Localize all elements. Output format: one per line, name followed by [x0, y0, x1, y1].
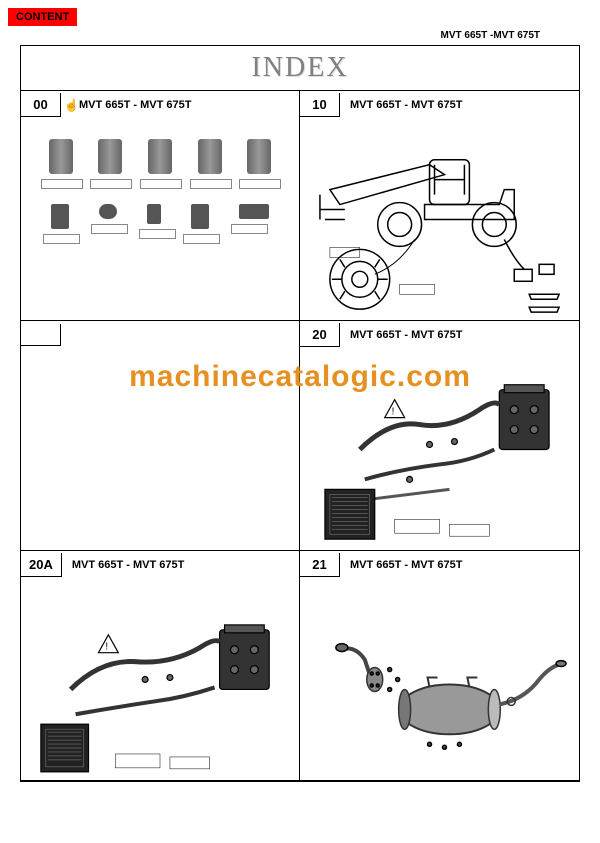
cell-header: 20A MVT 665T - MVT 675T [21, 551, 299, 579]
index-cell-21[interactable]: 21 MVT 665T - MVT 675T [300, 551, 579, 781]
cell-header: 00 ☝ MVT 665T - MVT 675T [21, 91, 299, 119]
cursor-icon: ☝ [64, 98, 79, 112]
cooling-diagram-a: ! [21, 579, 299, 780]
index-cell-empty [21, 321, 300, 551]
small-part [51, 204, 69, 229]
small-part [99, 204, 117, 219]
page-container: INDEX 00 ☝ MVT 665T - MVT 675T [20, 45, 580, 782]
section-number [21, 324, 61, 346]
cell-title: MVT 665T - MVT 675T [340, 329, 462, 341]
small-part [191, 204, 209, 229]
cell-header [21, 321, 299, 349]
index-grid: 00 ☝ MVT 665T - MVT 675T [21, 91, 579, 781]
cell-title: MVT 665T - MVT 675T [79, 99, 191, 111]
empty-diagram [21, 349, 299, 550]
index-cell-10[interactable]: 10 MVT 665T - MVT 675T [300, 91, 579, 321]
exhaust-diagram [300, 579, 579, 780]
section-number: 20 [300, 323, 340, 347]
filter-part [198, 139, 222, 174]
cell-title: MVT 665T - MVT 675T [340, 99, 462, 111]
cooling-diagram: ! [300, 349, 579, 550]
svg-text:!: ! [392, 407, 395, 418]
content-tag[interactable]: CONTENT [8, 8, 77, 26]
cell-header: 10 MVT 665T - MVT 675T [300, 91, 579, 119]
section-number: 00 [21, 93, 61, 117]
cell-title: MVT 665T - MVT 675T [62, 559, 184, 571]
index-title: INDEX [251, 52, 348, 83]
cell-header: 21 MVT 665T - MVT 675T [300, 551, 579, 579]
index-cell-00[interactable]: 00 ☝ MVT 665T - MVT 675T [21, 91, 300, 321]
cell-header: 20 MVT 665T - MVT 675T [300, 321, 579, 349]
filters-diagram [21, 119, 299, 320]
vehicle-diagram [300, 119, 579, 320]
filter-part [98, 139, 122, 174]
section-number: 21 [300, 553, 340, 577]
filter-part [148, 139, 172, 174]
page-header: MVT 665T -MVT 675T [441, 30, 540, 41]
section-number: 10 [300, 93, 340, 117]
index-cell-20a[interactable]: 20A MVT 665T - MVT 675T [21, 551, 300, 781]
section-number: 20A [21, 553, 62, 577]
filter-part [49, 139, 73, 174]
small-part [147, 204, 161, 224]
filter-part [247, 139, 271, 174]
small-part [239, 204, 269, 219]
svg-text:!: ! [105, 642, 108, 653]
cell-title: MVT 665T - MVT 675T [340, 559, 462, 571]
index-title-row: INDEX [21, 46, 579, 91]
index-cell-20[interactable]: 20 MVT 665T - MVT 675T [300, 321, 579, 551]
